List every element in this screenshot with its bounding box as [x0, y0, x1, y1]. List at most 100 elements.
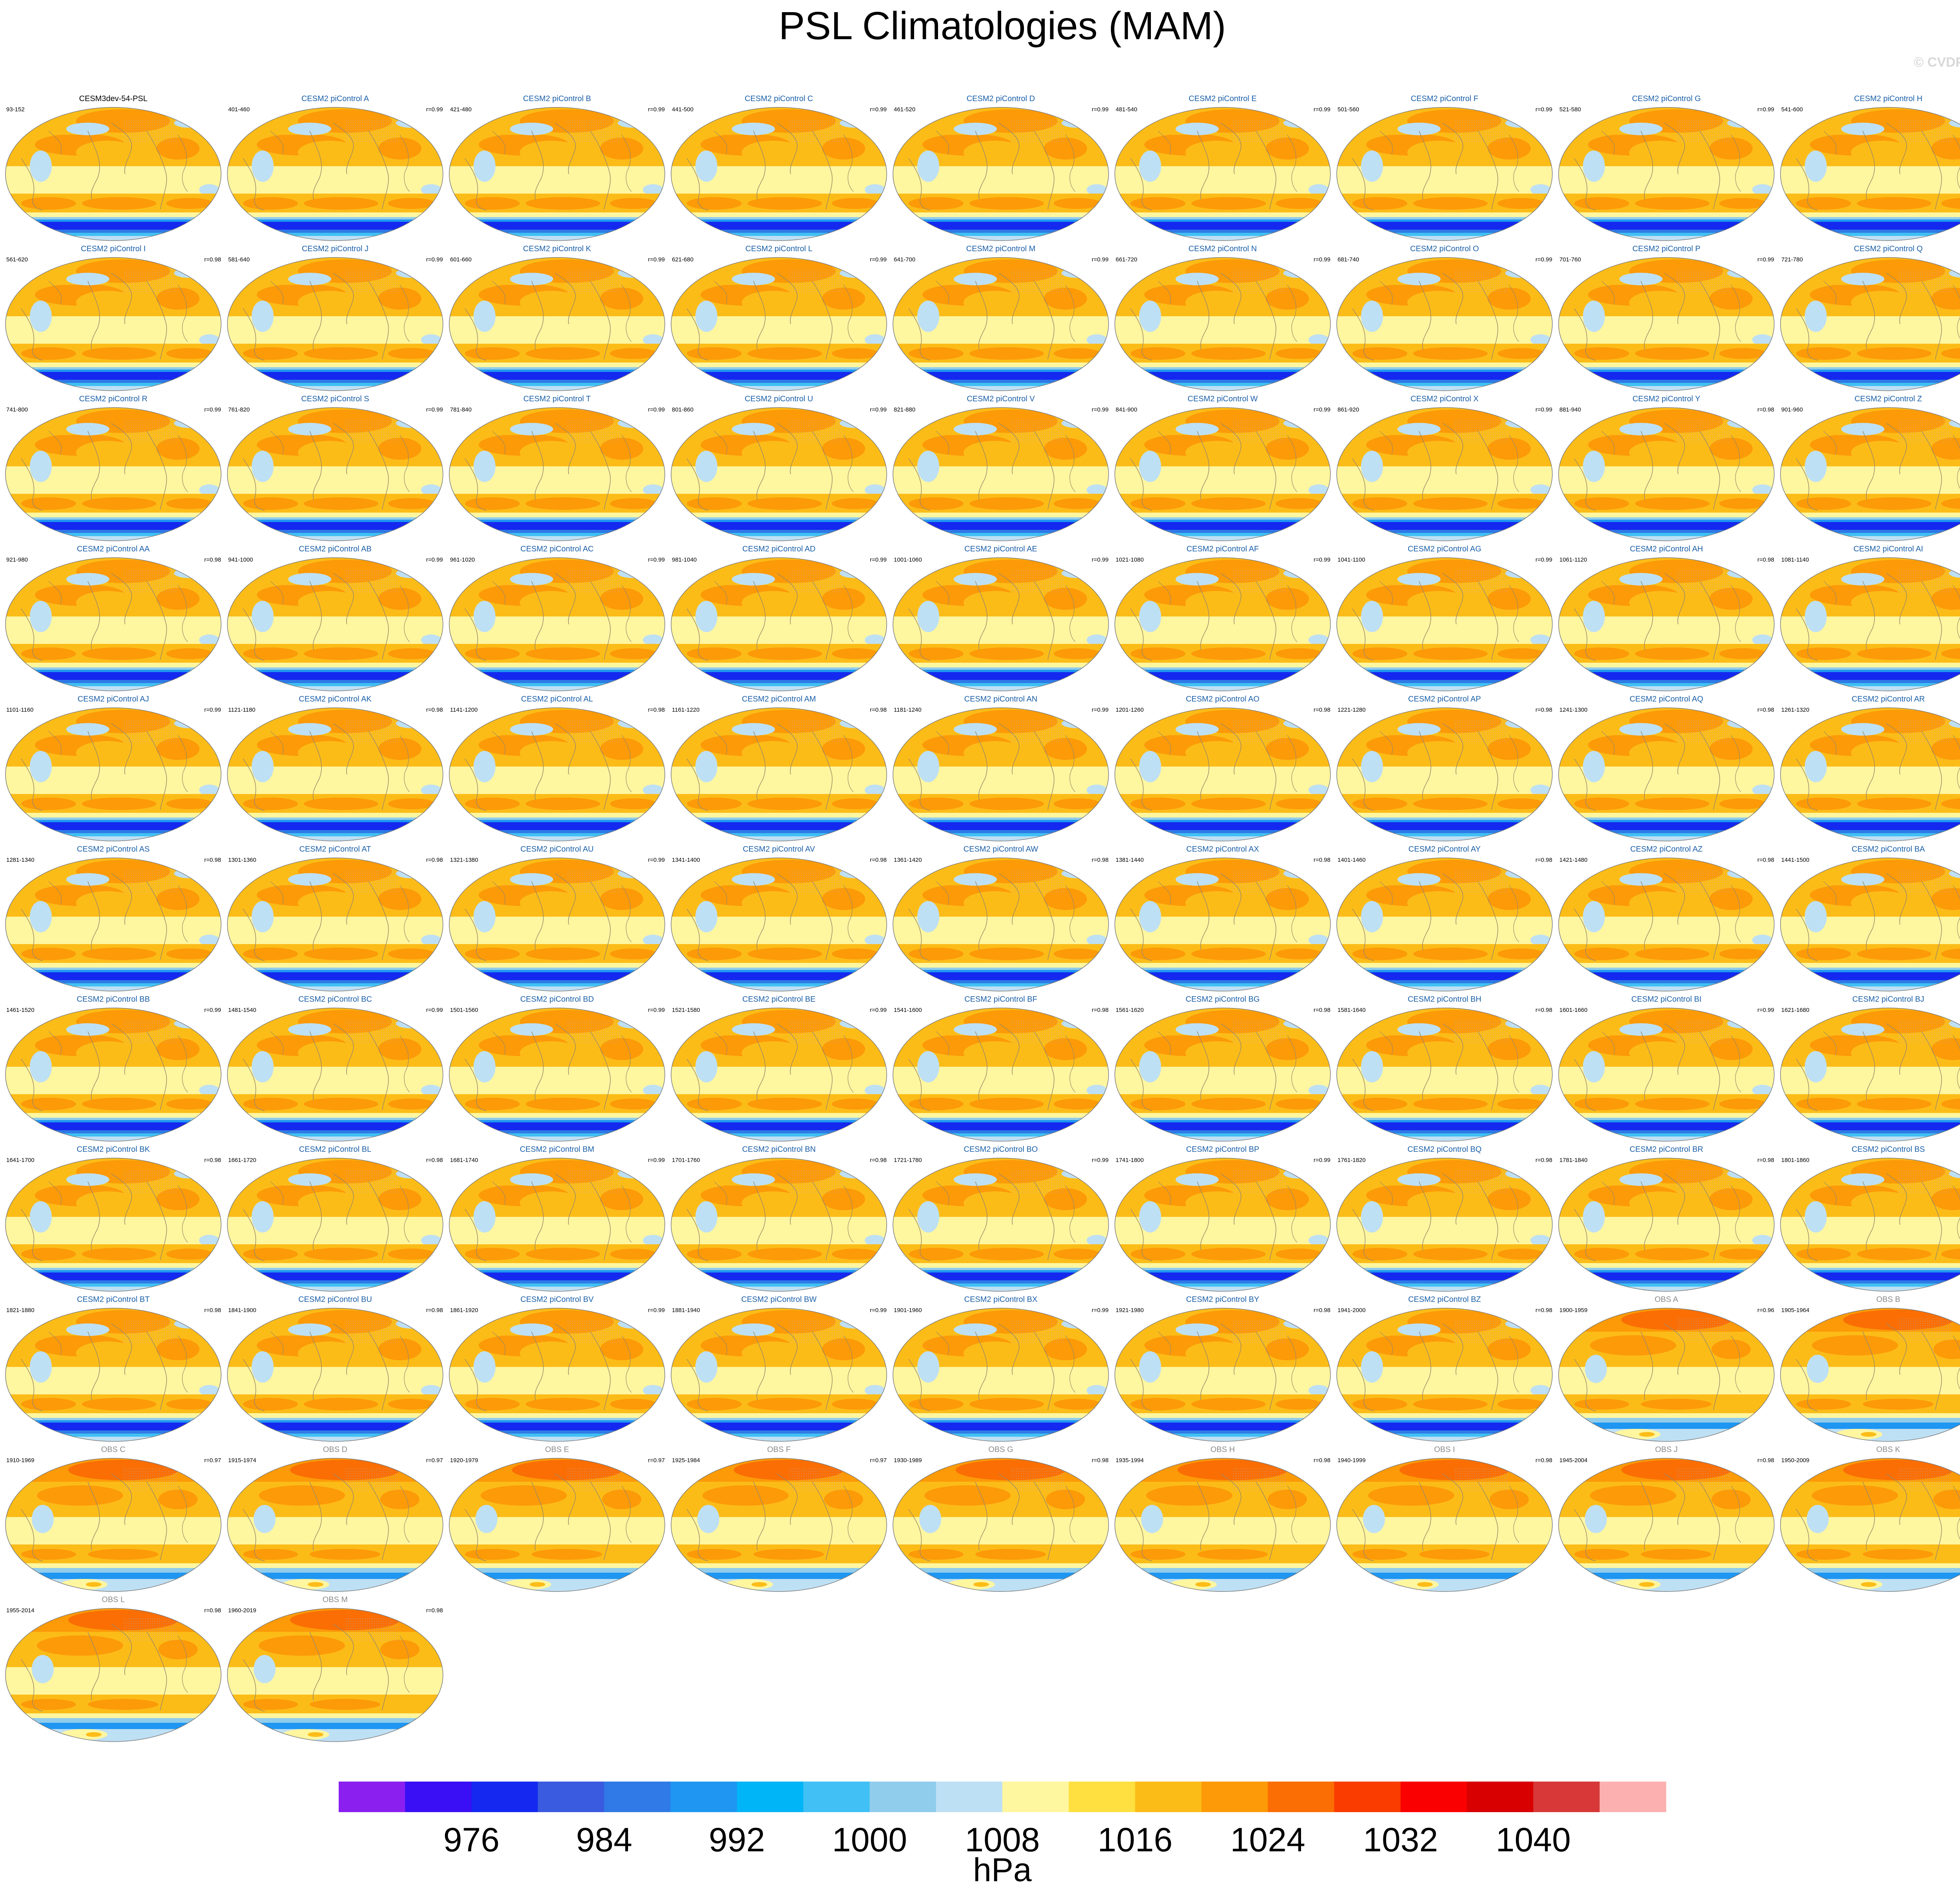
colorbar-tick-label: 1016 — [1098, 1821, 1172, 1859]
panel-map-outline — [671, 1458, 887, 1592]
panel: CESM2 piControl BZ 1941-2000 r=0.98 — [1336, 1295, 1553, 1442]
panel: CESM2 piControl AM 1161-1220 r=0.98 — [671, 695, 887, 841]
panel: CESM2 piControl AN 1181-1240 r=0.99 — [893, 695, 1109, 841]
panel-title: OBS L — [102, 1595, 125, 1604]
panel: CESM2 piControl U 801-860 r=0.99 — [671, 395, 887, 541]
panel-years: 1221-1280 — [1338, 707, 1366, 713]
panel-map-outline — [1114, 557, 1331, 691]
panel-title: OBS B — [1876, 1295, 1900, 1304]
panel-title: CESM2 piControl AU — [521, 845, 594, 854]
panel-map — [1780, 1458, 1960, 1591]
panel-years: 761-820 — [228, 406, 250, 413]
panel-years: 1601-1660 — [1559, 1007, 1588, 1013]
panel-years: 1901-1960 — [894, 1307, 922, 1314]
panel-years: 921-980 — [6, 556, 28, 563]
panel-map — [671, 1008, 887, 1141]
panel-correlation: r=0.98 — [1757, 1457, 1774, 1464]
panel-title: CESM2 piControl AY — [1408, 845, 1481, 854]
panel-years: 1261-1320 — [1781, 707, 1809, 713]
panel-title: CESM2 piControl C — [745, 94, 813, 103]
panel: CESM2 piControl Y 881-940 r=0.98 — [1558, 395, 1775, 541]
panel-map — [1115, 1458, 1330, 1591]
panel: CESM2 piControl AG 1041-1100 r=0.99 — [1336, 545, 1553, 691]
panel-title: CESM2 piControl S — [301, 395, 369, 403]
panel-correlation: r=0.99 — [426, 256, 443, 263]
panel-map-outline — [1558, 1158, 1775, 1292]
panel-map — [1337, 107, 1552, 241]
panel-map — [1337, 408, 1552, 541]
panel-title: OBS K — [1876, 1445, 1900, 1454]
panel-title: CESM2 piControl AH — [1630, 545, 1703, 553]
panel-map-outline — [1780, 1008, 1960, 1142]
panel-correlation: r=0.98 — [1757, 707, 1774, 713]
panel-map-outline — [893, 707, 1109, 841]
panel-correlation: r=0.98 — [426, 857, 443, 863]
panel-years: 881-940 — [1559, 406, 1581, 413]
panel: CESM2 piControl BD 1501-1560 r=0.99 — [449, 995, 665, 1142]
panel-title: CESM2 piControl BK — [77, 1145, 150, 1154]
panel-years: 781-840 — [450, 406, 472, 413]
panel: CESM2 piControl BG 1561-1620 r=0.98 — [1114, 995, 1331, 1142]
panel-years: 1181-1240 — [894, 707, 922, 713]
panel-map — [1559, 1458, 1774, 1591]
colorbar-swatch — [1467, 1782, 1534, 1812]
panel-years: 1925-1984 — [672, 1457, 700, 1464]
panel-title: OBS E — [545, 1445, 569, 1454]
panel-map-outline — [1558, 707, 1775, 841]
panel-correlation: r=0.98 — [1314, 1457, 1330, 1464]
panel: CESM2 piControl S 761-820 r=0.99 — [227, 395, 443, 541]
panel-map-outline — [671, 407, 887, 541]
panel-map-outline — [1558, 857, 1775, 992]
panel-title: OBS C — [101, 1445, 125, 1454]
panel: CESM2 piControl N 661-720 r=0.99 — [1114, 245, 1331, 391]
panel-map-outline — [893, 407, 1109, 541]
panel-years: 1021-1080 — [1116, 556, 1144, 563]
panel-years: 681-740 — [1338, 256, 1359, 263]
panel-map-outline — [227, 1008, 443, 1142]
panel-map-outline — [1114, 1008, 1331, 1142]
panel: CESM2 piControl J 581-640 r=0.99 — [227, 245, 443, 391]
panel-map — [671, 1158, 887, 1291]
panel-map — [893, 1458, 1109, 1591]
panel-title: CESM2 piControl AC — [521, 545, 594, 553]
panel-map — [227, 1308, 443, 1441]
panel-map-outline — [893, 257, 1109, 391]
panel-years: 1081-1140 — [1781, 556, 1809, 563]
panel-years: 1121-1180 — [228, 707, 256, 713]
panel-title: CESM2 piControl Z — [1855, 395, 1922, 403]
panel-title: CESM2 piControl U — [745, 395, 813, 403]
panel: CESM2 piControl BI 1601-1660 r=0.99 — [1558, 995, 1775, 1142]
panel-grid: CESM3dev-54-PSL 93-152 CESM2 piControl A 40… — [5, 94, 1960, 1742]
panel-map — [1337, 1158, 1552, 1291]
panel-correlation: r=0.99 — [204, 707, 221, 713]
panel-map-outline — [1558, 1008, 1775, 1142]
panel-title: CESM2 piControl BP — [1186, 1145, 1259, 1154]
panel-map-outline — [1114, 107, 1331, 241]
panel-map — [227, 1158, 443, 1291]
panel: CESM2 piControl AS 1281-1340 r=0.98 — [5, 845, 221, 992]
panel-years: 961-1020 — [450, 556, 475, 563]
panel-map — [449, 1308, 665, 1441]
colorbar-tick-label: 1024 — [1230, 1821, 1305, 1859]
panel-title: CESM2 piControl AW — [964, 845, 1038, 854]
panel-title: CESM2 piControl A — [301, 94, 369, 103]
panel-years: 1241-1300 — [1559, 707, 1588, 713]
colorbar-swatch — [1533, 1782, 1600, 1812]
colorbar-swatch — [339, 1782, 405, 1812]
panel-years: 421-480 — [450, 106, 472, 113]
panel-map-outline — [1780, 557, 1960, 691]
panel-title: CESM2 piControl BD — [520, 995, 594, 1004]
panel-correlation: r=0.99 — [870, 1007, 887, 1013]
panel-years: 1301-1360 — [228, 857, 256, 863]
panel: CESM2 piControl I 561-620 r=0.98 — [5, 245, 221, 391]
panel-title: CESM2 piControl BM — [520, 1145, 594, 1154]
panel-map-outline — [449, 1008, 665, 1142]
panel-correlation: r=0.99 — [1314, 256, 1330, 263]
panel-map — [5, 858, 221, 991]
panel-title: CESM2 piControl BE — [742, 995, 816, 1004]
panel: OBS F 1925-1984 r=0.97 — [671, 1445, 887, 1592]
panel-title: CESM2 piControl AO — [1186, 695, 1259, 703]
